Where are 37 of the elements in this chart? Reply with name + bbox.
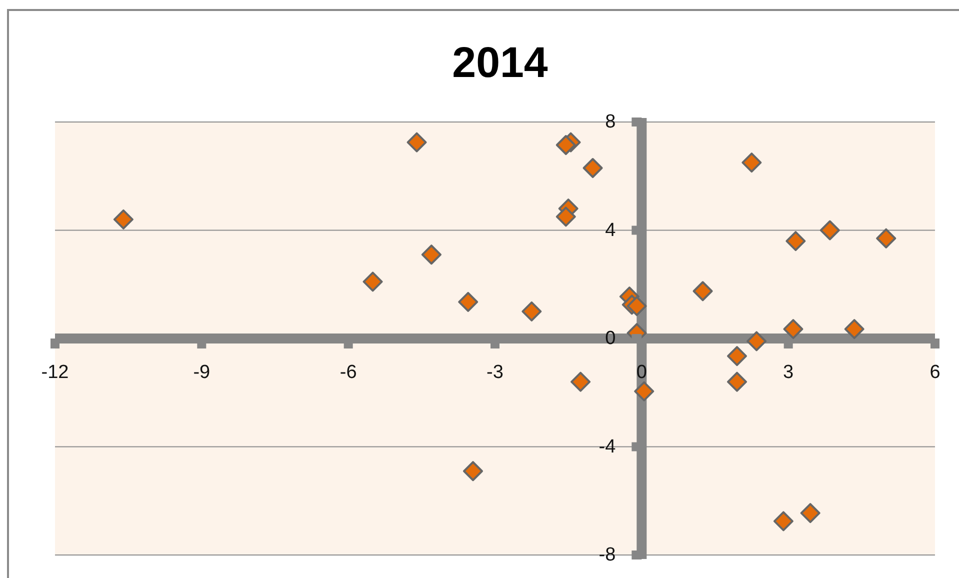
point bbox=[692, 281, 713, 302]
point bbox=[634, 381, 654, 402]
point bbox=[463, 461, 483, 482]
chart-title: 2014 bbox=[451, 39, 549, 87]
x-tick-label: 6 bbox=[930, 362, 940, 383]
point bbox=[582, 158, 603, 178]
point bbox=[362, 272, 383, 292]
point bbox=[570, 372, 591, 392]
x-tick-label: -9 bbox=[193, 362, 210, 383]
point bbox=[742, 152, 762, 173]
x-tick-label: -3 bbox=[486, 362, 504, 383]
point bbox=[556, 206, 576, 227]
point bbox=[556, 135, 576, 156]
point bbox=[727, 346, 747, 366]
point bbox=[800, 503, 820, 524]
point bbox=[773, 511, 794, 532]
point bbox=[421, 244, 442, 265]
point bbox=[522, 301, 542, 322]
point bbox=[113, 209, 134, 230]
x-tick-label: 0 bbox=[636, 362, 647, 383]
point bbox=[786, 231, 806, 252]
y-tick-label: -4 bbox=[598, 436, 616, 458]
point bbox=[820, 220, 840, 240]
point bbox=[783, 319, 804, 340]
point bbox=[626, 296, 647, 316]
y-tick-label: 8 bbox=[605, 112, 616, 132]
point bbox=[746, 331, 767, 352]
y-tick-label: 4 bbox=[605, 220, 616, 241]
point bbox=[876, 228, 896, 248]
point bbox=[727, 372, 747, 392]
point bbox=[844, 319, 864, 340]
point bbox=[458, 292, 478, 312]
x-tick-label: -12 bbox=[41, 362, 69, 383]
x-tick-label: -6 bbox=[340, 362, 357, 383]
y-tick-label: -8 bbox=[598, 544, 616, 566]
x-tick-label: 3 bbox=[783, 362, 794, 383]
point bbox=[406, 132, 427, 152]
